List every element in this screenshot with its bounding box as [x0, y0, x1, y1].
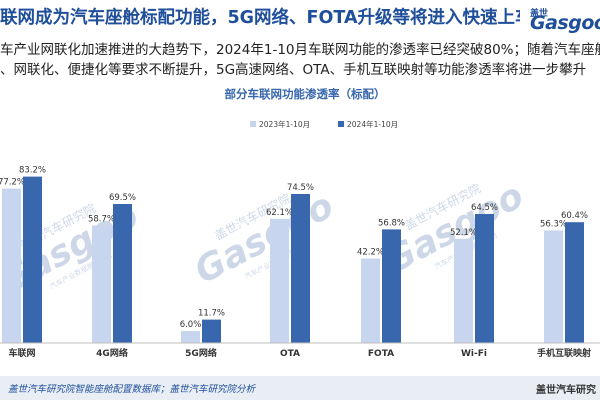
logo-cn: 盖世	[530, 9, 549, 19]
data-label: 74.5%	[287, 183, 314, 193]
legend-swatch	[250, 121, 256, 127]
bar	[113, 204, 132, 343]
logo-en: Gasgoo	[530, 12, 600, 34]
bar-group: 77.2% 83.2% 58.7% 69.5% 6.0%11.7% 62.1% 74.5% 4…	[0, 166, 588, 343]
data-label: 77.2%	[0, 178, 25, 188]
x-tick-label: Wi-Fi	[461, 349, 487, 359]
source-note: 盖世汽车研究院智能座舱配置数据库；盖世汽车研究院分析	[8, 384, 256, 395]
bar	[382, 229, 401, 343]
bar	[23, 176, 42, 343]
bar	[270, 218, 289, 343]
legend-swatch	[338, 121, 344, 127]
bar	[291, 194, 310, 343]
body-text-line-2: 、网联化、便捷化等要求不断提升，5G高速网络、OTA、手机互联映射等功能渗透率将…	[0, 62, 587, 78]
data-label: 58.7%	[88, 215, 115, 225]
chart-legend: 2023年1-10月 2024年1-10月	[250, 119, 398, 129]
bar	[2, 188, 21, 343]
footer-bar: 盖世汽车研究院智能座舱配置数据库；盖世汽车研究院分析 盖世汽车研究	[0, 376, 600, 400]
data-label: 62.1%	[266, 208, 293, 218]
data-label: 11.7%	[198, 309, 225, 319]
x-tick-label: 5G网络	[185, 347, 217, 359]
body-text-line-1: 车产业网联化加速推进的大趋势下，2024年1-10月车联网功能的渗透率已经突破8…	[0, 42, 600, 58]
data-label: 60.4%	[561, 211, 588, 221]
bar	[475, 214, 494, 343]
x-tick-label: 车联网	[8, 347, 35, 359]
data-label: 52.1%	[450, 228, 477, 238]
data-label: 6.0%	[180, 320, 202, 330]
x-tick-labels: 车联网 4G网络 5G网络 OTA FOTA Wi-Fi 手机互联映射	[8, 347, 591, 359]
brand-logo: 盖世 Gasgoo	[530, 6, 600, 34]
chart-title: 部分车联网功能渗透率（标配）	[225, 87, 386, 101]
data-label: 83.2%	[19, 166, 46, 176]
page-title: 联网成为汽车座舱标配功能，5G网络、FOTA升级等将进入快速上车阶段	[0, 8, 520, 28]
data-label: 42.2%	[357, 248, 384, 258]
x-tick-label: OTA	[280, 349, 300, 359]
bar	[181, 331, 200, 343]
data-label: 56.8%	[378, 218, 405, 228]
bar	[92, 225, 111, 343]
data-label: 64.5%	[471, 203, 498, 213]
watermark-en: Gasgoo	[188, 185, 340, 292]
footer-brand: 盖世汽车研究	[536, 385, 596, 396]
legend-label: 2023年1-10月	[259, 119, 310, 129]
bar	[544, 230, 563, 343]
x-tick-label: FOTA	[368, 349, 394, 359]
bar	[565, 222, 584, 343]
data-label: 56.3%	[540, 219, 567, 229]
data-label: 69.5%	[109, 193, 136, 203]
x-tick-label: 4G网络	[96, 347, 128, 359]
legend-label: 2024年1-10月	[347, 119, 398, 129]
bar	[361, 258, 380, 343]
x-tick-label: 手机互联映射	[537, 347, 591, 359]
bar	[454, 238, 473, 343]
bar	[202, 319, 221, 343]
